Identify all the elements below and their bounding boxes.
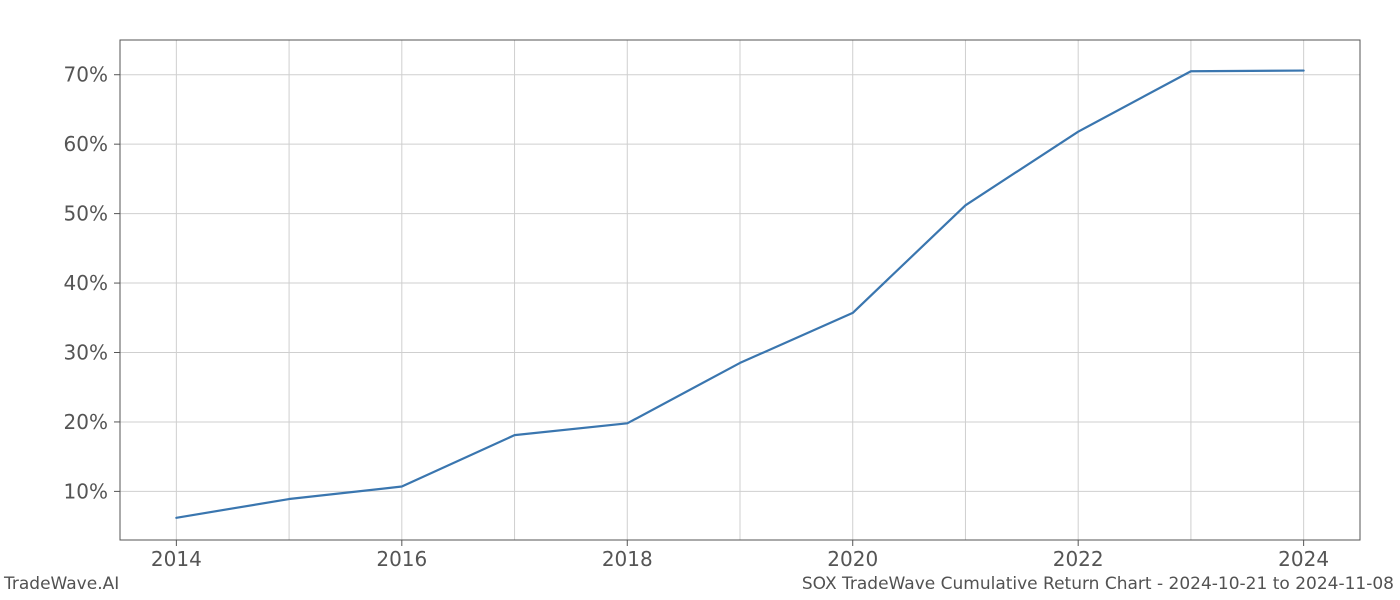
chart-container: { "chart": { "type": "line", "plot_area"… xyxy=(0,0,1400,600)
x-tick-label: 2022 xyxy=(1053,547,1104,571)
x-tick-label: 2014 xyxy=(151,547,202,571)
line-chart: 2014 2016 2018 2020 2022 2024 10% 20% 30% 40% 50% 6… xyxy=(0,0,1400,600)
x-tick-label: 2018 xyxy=(602,547,653,571)
y-tick-label: 20% xyxy=(64,410,108,434)
y-tick-label: 60% xyxy=(64,132,108,156)
ticks-group: 2014 2016 2018 2020 2022 2024 10% 20% 30% 40% 50% 6… xyxy=(64,63,1330,571)
x-tick-label: 2024 xyxy=(1278,547,1329,571)
x-tick-label: 2016 xyxy=(376,547,427,571)
grid-group xyxy=(120,40,1360,540)
x-tick-label: 2020 xyxy=(827,547,878,571)
y-tick-label: 50% xyxy=(64,202,108,226)
footer-right-label: SOX TradeWave Cumulative Return Chart - … xyxy=(802,574,1394,594)
footer: TradeWave.AI SOX TradeWave Cumulative Re… xyxy=(0,572,1400,594)
y-tick-label: 10% xyxy=(64,479,108,503)
y-tick-label: 30% xyxy=(64,341,108,365)
y-tick-label: 70% xyxy=(64,63,108,87)
y-tick-label: 40% xyxy=(64,271,108,295)
footer-left-label: TradeWave.AI xyxy=(4,574,119,594)
